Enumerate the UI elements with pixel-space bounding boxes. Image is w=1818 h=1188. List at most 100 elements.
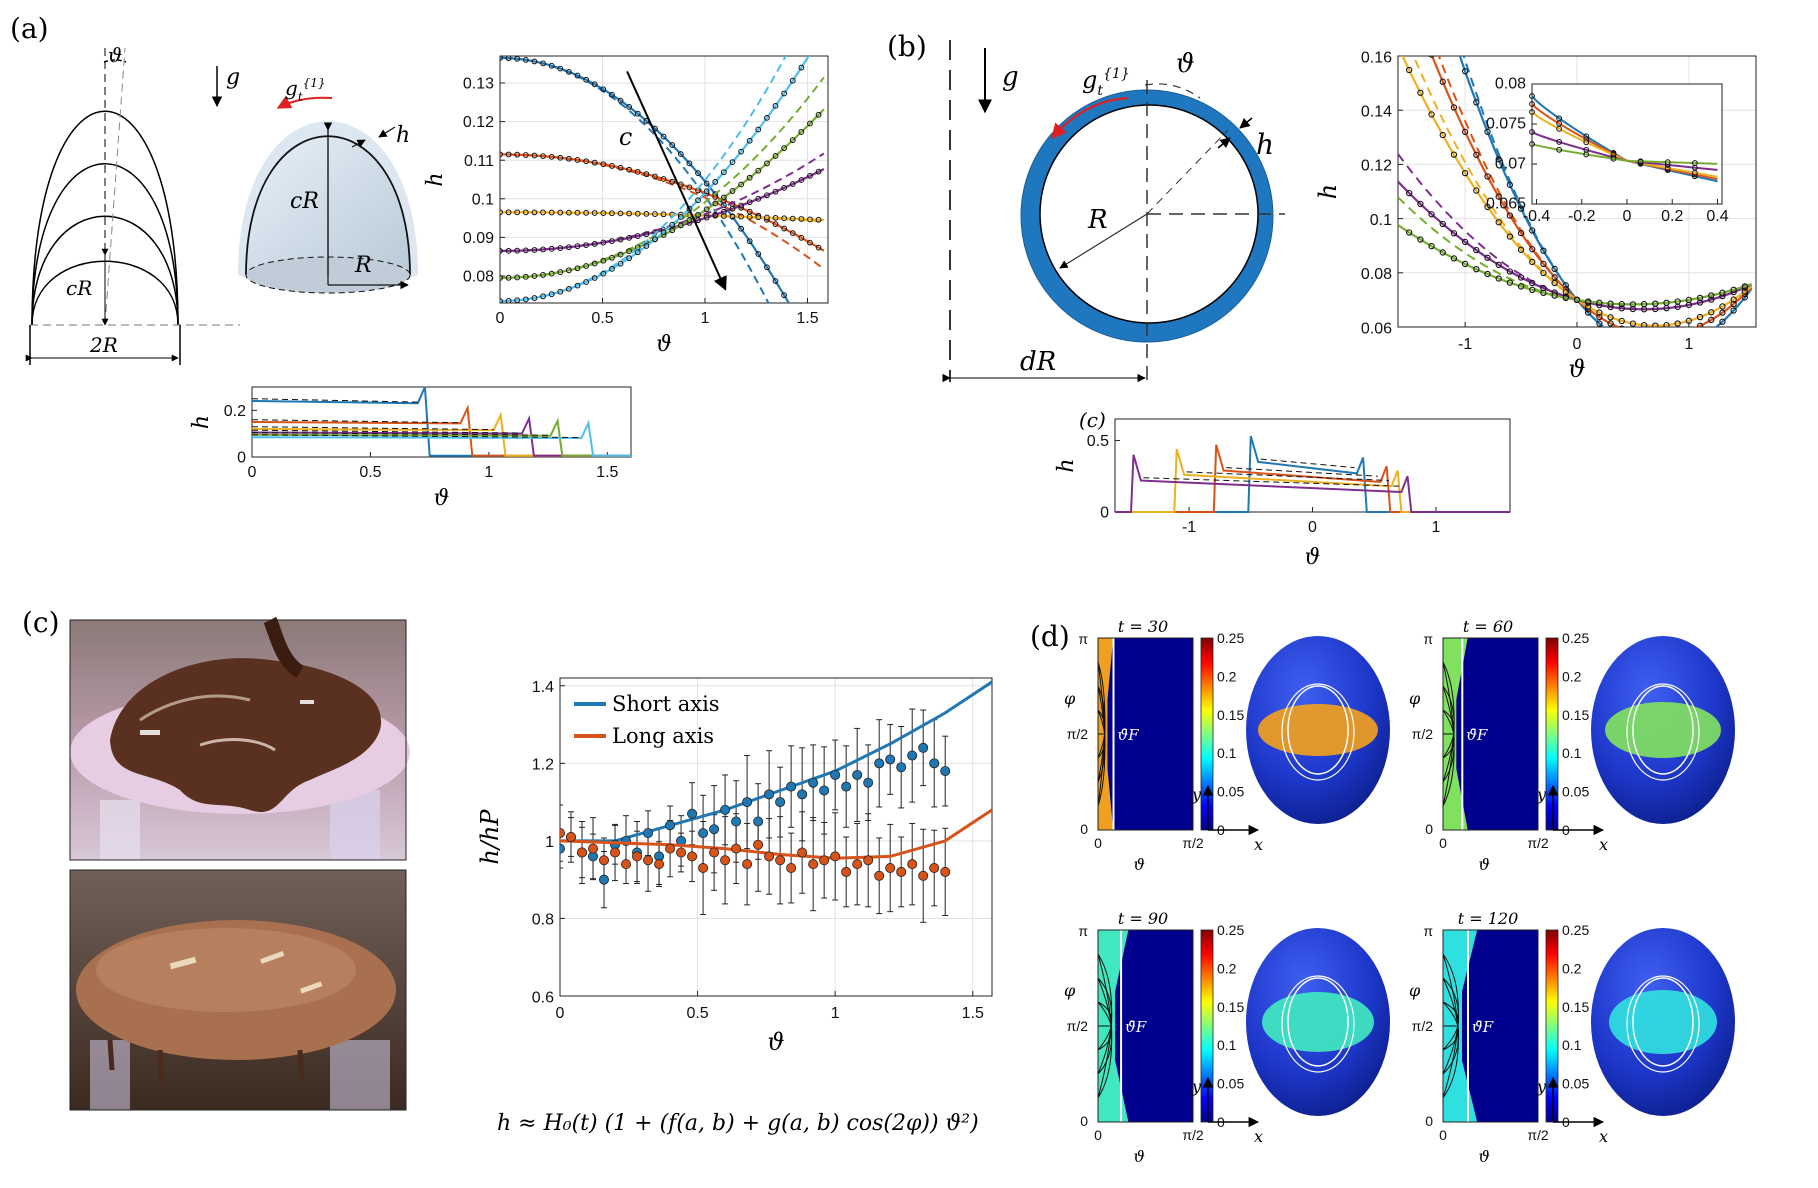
- front-label: ϑ̄F: [1472, 1018, 1494, 1036]
- x-tick-label: 0: [1308, 519, 1317, 536]
- data-point: [1406, 66, 1413, 74]
- data-point: [1653, 333, 1658, 338]
- legend-label-blue: Short axis: [612, 692, 720, 716]
- data-point: [1506, 268, 1514, 275]
- data-point: [720, 208, 727, 215]
- y-tick-label: 0: [1100, 505, 1109, 522]
- ellipsoid-film: [1609, 990, 1717, 1054]
- y-axis-label: φ: [1064, 981, 1076, 1000]
- x-tick-label: 0: [1439, 835, 1447, 851]
- gt-arrow-b: [1050, 96, 1129, 140]
- data-point: [600, 270, 607, 277]
- data-point: [1630, 330, 1635, 335]
- data-point: [634, 168, 641, 175]
- data-point: [522, 273, 529, 280]
- data-point: [609, 238, 615, 245]
- data-point-blue: [599, 874, 610, 885]
- data-point-blue: [720, 804, 731, 815]
- y-tick-label: π/2: [1067, 726, 1089, 742]
- data-point: [1618, 317, 1625, 325]
- data-point: [1730, 286, 1737, 293]
- data-point: [712, 211, 719, 218]
- data-point: [1517, 246, 1525, 253]
- data-point: [643, 243, 650, 249]
- data-point: [738, 148, 744, 155]
- data-point: [1461, 128, 1469, 135]
- front-contour: [1281, 975, 1355, 1073]
- data-point: [1517, 205, 1525, 212]
- data-point: [505, 297, 512, 303]
- data-point: [626, 248, 633, 255]
- h-symbol-b: h: [1256, 128, 1274, 161]
- data-point: [798, 129, 805, 135]
- x-tick-label: π/2: [1527, 1127, 1549, 1143]
- thin-film-formula: h ≈ H₀(t) (1 + (f(a, b) + g(a, b) cos(2φ…: [497, 1111, 979, 1136]
- subplot-1: t = 30ϑ̄Fππ/200 π/2ϑφ0.250.20.150.10.050x…: [1064, 617, 1390, 874]
- data-point: [1619, 337, 1624, 342]
- series-yellow: [500, 209, 824, 223]
- data-point: [669, 221, 676, 228]
- data-point-orange: [852, 859, 863, 870]
- y-tick-label: π: [1078, 631, 1088, 647]
- data-point: [600, 210, 607, 216]
- data-point: [505, 209, 512, 216]
- chart-c-main: 0 0.5 1 1.5 0.6 0.8 1 1.2 1.4 ϑ h/hP Short axis Long…: [476, 677, 993, 1056]
- x-tick-label: π/2: [1527, 835, 1549, 851]
- data-point: [1418, 23, 1423, 28]
- data-point: [548, 270, 555, 277]
- inset-point: [1664, 159, 1671, 166]
- y-axis-label-3d: y: [1536, 785, 1547, 804]
- x-tick-label: 0: [1094, 835, 1102, 851]
- data-point: [565, 285, 572, 292]
- data-point: [1551, 279, 1558, 287]
- data-point: [574, 243, 581, 250]
- data-point: [686, 184, 693, 191]
- data-point: [531, 247, 538, 253]
- data-point: [798, 216, 805, 222]
- data-point: [609, 163, 615, 169]
- data-point-blue: [764, 789, 775, 800]
- front-label: ϑ̄F: [1466, 726, 1488, 744]
- x-axis-label-3d: x: [1254, 1127, 1263, 1146]
- data-point: [660, 133, 667, 140]
- data-point: [1674, 298, 1681, 305]
- x-tick-label: 0.4: [1706, 208, 1728, 225]
- data-point: [764, 214, 770, 221]
- inset-point: [1556, 146, 1563, 153]
- data-point-blue: [775, 797, 786, 808]
- data-point: [583, 242, 589, 249]
- data-point: [1450, 104, 1458, 111]
- subplot-3: t = 90ϑ̄Fππ/200 π/2ϑφ0.250.20.150.10.050x…: [1064, 909, 1390, 1166]
- data-point: [755, 214, 762, 221]
- data-point: [522, 296, 529, 303]
- colorbar-tick-label: 0.25: [1562, 922, 1589, 938]
- data-point: [1517, 283, 1525, 290]
- data-point: [1406, 229, 1413, 236]
- colorbar-tick-label: 0.25: [1562, 630, 1589, 646]
- data-point: [522, 209, 529, 216]
- data-point: [798, 64, 805, 71]
- data-point: [772, 188, 779, 195]
- y-tick-label: 0.11: [464, 153, 494, 170]
- data-point: [807, 173, 813, 179]
- data-point: [1596, 309, 1603, 316]
- data-point: [815, 111, 822, 118]
- data-point: [565, 244, 572, 251]
- data-point: [720, 213, 727, 219]
- arch-2: [31, 163, 179, 326]
- data-point: [565, 68, 572, 75]
- data-point-blue: [830, 769, 841, 780]
- y-tick-label: 0.07: [1495, 156, 1526, 173]
- data-point: [522, 247, 529, 254]
- colorbar-tick-label: 0.15: [1562, 999, 1589, 1015]
- data-point: [1642, 332, 1647, 337]
- data-point: [1506, 279, 1514, 286]
- data-point: [1461, 260, 1469, 268]
- data-point: [738, 213, 744, 220]
- data-point: [772, 102, 779, 109]
- y-tick-label: 0.14: [1361, 104, 1392, 121]
- legend-label-orange: Long axis: [612, 724, 714, 748]
- inset-point: [1637, 158, 1644, 165]
- data-point: [1719, 309, 1726, 316]
